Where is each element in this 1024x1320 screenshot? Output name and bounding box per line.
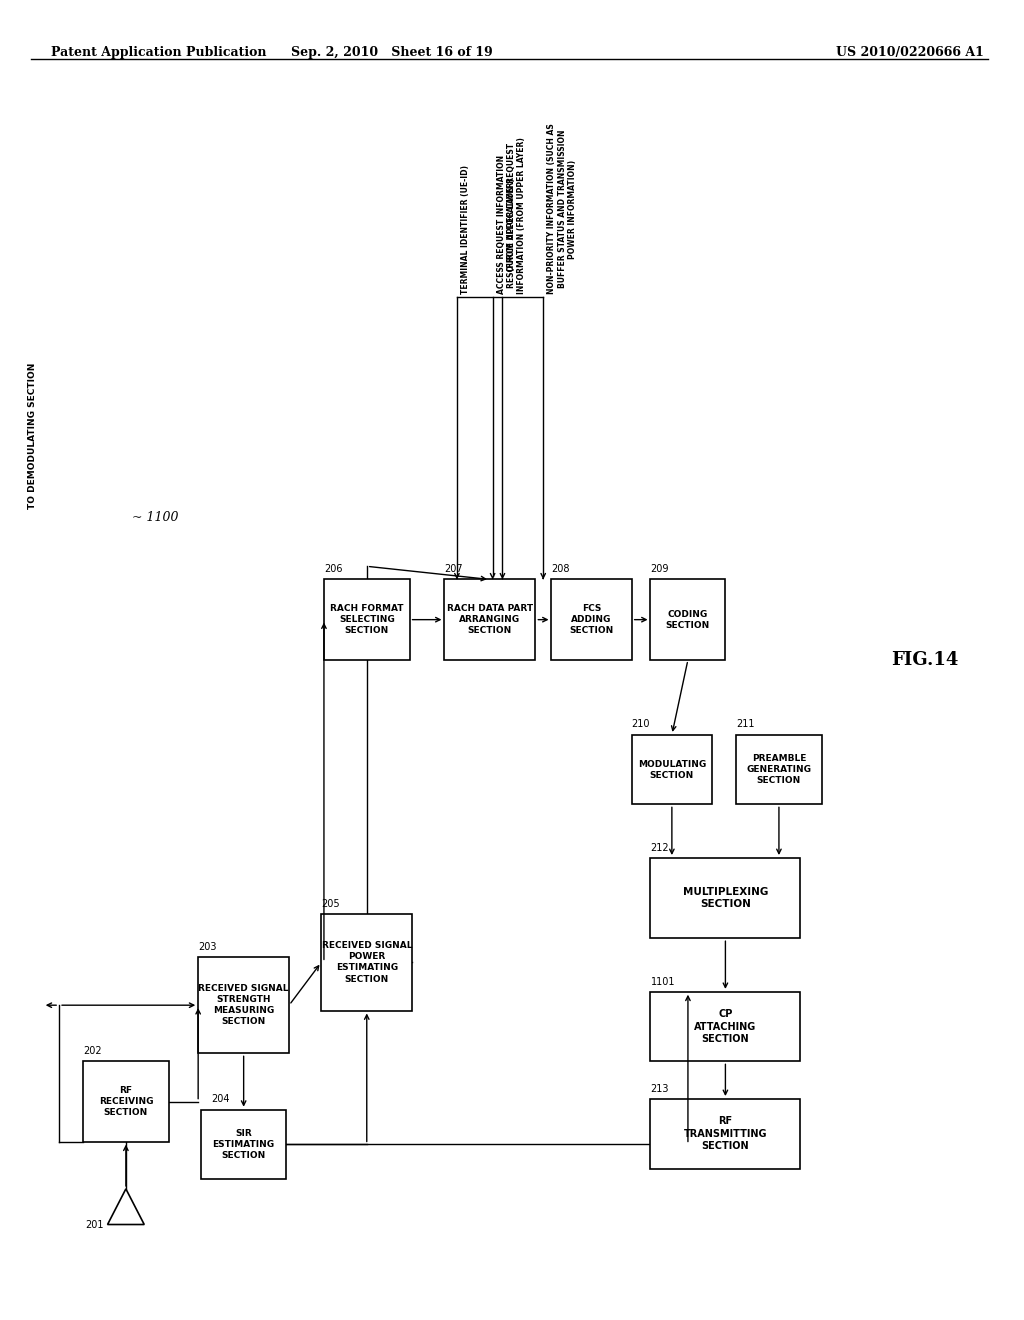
Text: 206: 206 bbox=[324, 564, 342, 574]
Bar bbox=[83, 1061, 169, 1142]
Text: 212: 212 bbox=[650, 842, 669, 853]
Text: 213: 213 bbox=[650, 1084, 669, 1093]
Text: TERMINAL IDENTIFIER (UE-ID): TERMINAL IDENTIFIER (UE-ID) bbox=[461, 165, 470, 294]
Text: RECEIVED SIGNAL
POWER
ESTIMATING
SECTION: RECEIVED SIGNAL POWER ESTIMATING SECTION bbox=[322, 941, 412, 983]
Text: 204: 204 bbox=[211, 1094, 229, 1105]
Text: ~ 1100: ~ 1100 bbox=[132, 511, 179, 524]
Text: US 2010/0220666 A1: US 2010/0220666 A1 bbox=[836, 46, 983, 59]
Bar bbox=[324, 579, 410, 660]
Text: RESOURCE ALLOCATION REQUEST
INFORMATION (FROM UPPER LAYER): RESOURCE ALLOCATION REQUEST INFORMATION … bbox=[507, 137, 526, 294]
Text: RF
TRANSMITTING
SECTION: RF TRANSMITTING SECTION bbox=[684, 1117, 767, 1151]
Text: FCS
ADDING
SECTION: FCS ADDING SECTION bbox=[569, 605, 613, 635]
Text: 202: 202 bbox=[83, 1047, 101, 1056]
Text: 1101: 1101 bbox=[650, 977, 675, 986]
Text: RF
RECEIVING
SECTION: RF RECEIVING SECTION bbox=[98, 1086, 154, 1117]
Text: RACH DATA PART
ARRANGING
SECTION: RACH DATA PART ARRANGING SECTION bbox=[446, 605, 532, 635]
Bar bbox=[552, 579, 632, 660]
Text: 207: 207 bbox=[444, 564, 463, 574]
Text: TO DEMODULATING SECTION: TO DEMODULATING SECTION bbox=[28, 363, 37, 508]
Bar bbox=[650, 579, 725, 660]
Bar bbox=[650, 1098, 801, 1168]
Text: MULTIPLEXING
SECTION: MULTIPLEXING SECTION bbox=[683, 887, 768, 909]
Text: 211: 211 bbox=[736, 719, 755, 730]
Text: 209: 209 bbox=[650, 564, 669, 574]
Text: CP
ATTACHING
SECTION: CP ATTACHING SECTION bbox=[694, 1010, 757, 1044]
Text: 210: 210 bbox=[632, 719, 650, 730]
Text: PREAMBLE
GENERATING
SECTION: PREAMBLE GENERATING SECTION bbox=[746, 754, 811, 785]
Text: ACCESS REQUEST INFORMATION
(FROM UPPER LAYER): ACCESS REQUEST INFORMATION (FROM UPPER L… bbox=[497, 156, 516, 294]
Text: SIR
ESTIMATING
SECTION: SIR ESTIMATING SECTION bbox=[213, 1129, 274, 1160]
Bar bbox=[650, 991, 801, 1061]
Text: MODULATING
SECTION: MODULATING SECTION bbox=[638, 759, 706, 780]
Text: 203: 203 bbox=[199, 941, 217, 952]
Bar bbox=[650, 858, 801, 939]
Text: RECEIVED SIGNAL
STRENGTH
MEASURING
SECTION: RECEIVED SIGNAL STRENGTH MEASURING SECTI… bbox=[199, 983, 289, 1027]
Bar bbox=[201, 1110, 287, 1179]
Text: 201: 201 bbox=[85, 1220, 103, 1229]
Text: CODING
SECTION: CODING SECTION bbox=[666, 610, 710, 630]
Text: Patent Application Publication: Patent Application Publication bbox=[51, 46, 266, 59]
Text: FIG.14: FIG.14 bbox=[892, 651, 959, 669]
Text: NON-PRIORITY INFORMATION (SUCH AS
BUFFER STATUS AND TRANSMISSION
POWER INFORMATI: NON-PRIORITY INFORMATION (SUCH AS BUFFER… bbox=[547, 124, 578, 294]
Text: RACH FORMAT
SELECTING
SECTION: RACH FORMAT SELECTING SECTION bbox=[330, 605, 403, 635]
Bar bbox=[444, 579, 536, 660]
Text: Sep. 2, 2010   Sheet 16 of 19: Sep. 2, 2010 Sheet 16 of 19 bbox=[292, 46, 494, 59]
Bar bbox=[632, 735, 712, 804]
Bar bbox=[736, 735, 821, 804]
Bar bbox=[199, 957, 289, 1053]
Text: 205: 205 bbox=[322, 899, 340, 909]
Text: 208: 208 bbox=[552, 564, 570, 574]
Bar bbox=[322, 915, 413, 1011]
